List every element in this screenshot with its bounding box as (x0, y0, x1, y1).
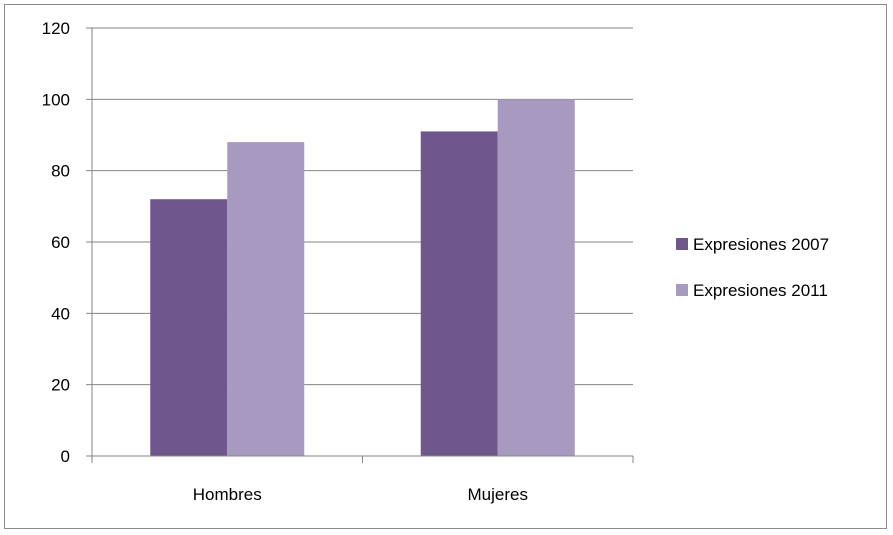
y-tick-label: 60 (51, 233, 70, 252)
x-axis-categories: Hombres Mujeres (193, 485, 528, 504)
legend-label: Expresiones 2007 (693, 235, 829, 254)
bar-hombres-2 (227, 142, 305, 456)
y-tick-label: 80 (51, 162, 70, 181)
legend-swatch (676, 238, 688, 250)
y-axis-ticks: 0 20 40 60 80 100 120 (42, 19, 92, 466)
legend-label: Expresiones 2011 (693, 281, 828, 300)
y-tick-label: 20 (51, 376, 70, 395)
bar-mujeres-1 (420, 131, 498, 456)
y-tick-label: 0 (61, 447, 70, 466)
bar-hombres-1 (150, 199, 228, 456)
x-category-label: Hombres (193, 485, 262, 504)
bars (150, 99, 575, 456)
legend: Expresiones 2007 Expresiones 2011 (676, 235, 829, 300)
x-category-label: Mujeres (468, 485, 528, 504)
y-tick-label: 40 (51, 304, 70, 323)
y-tick-label: 120 (42, 19, 70, 38)
legend-swatch (676, 284, 688, 296)
bar-mujeres-2 (497, 99, 575, 456)
y-tick-label: 100 (42, 90, 70, 109)
